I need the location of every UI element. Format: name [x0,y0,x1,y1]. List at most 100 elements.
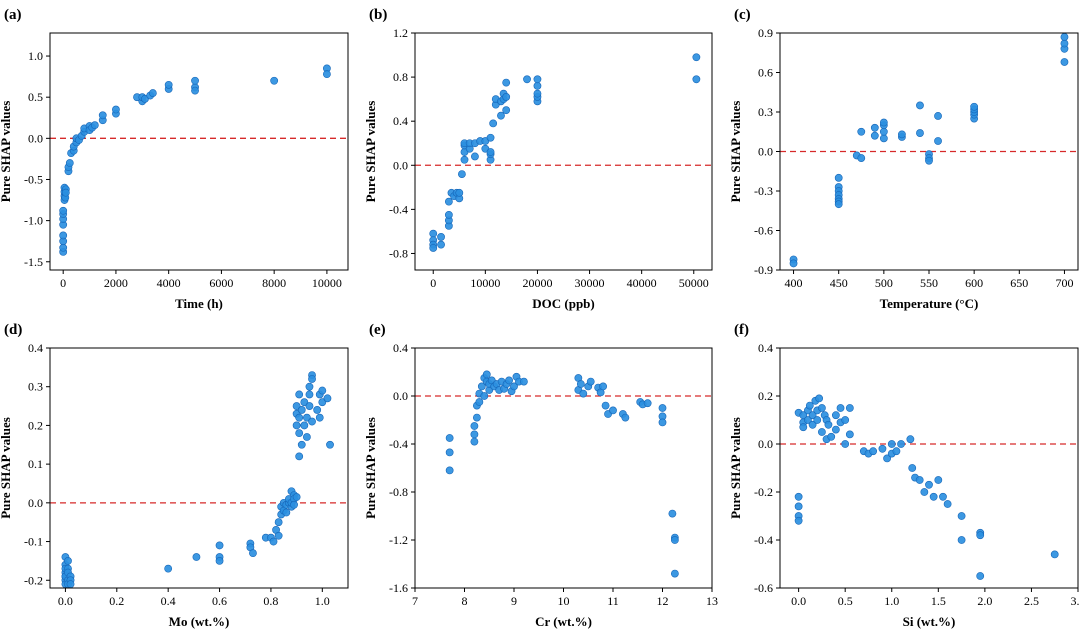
data-point [59,243,68,252]
x-tick-label: 6000 [209,276,233,290]
data-point [282,508,291,517]
data-point [870,131,879,140]
chart-panel: 0 10000 20000 30000 40000 50000 -0.8 -0.4 0.0 0.4… [363,7,713,311]
y-tick-label: -0.8 [389,246,408,260]
data-point [841,416,850,424]
data-point [869,447,878,456]
data-point [215,541,224,550]
data-point [269,537,278,546]
y-tick-label: -1.0 [24,214,43,228]
data-point [520,377,528,386]
y-tick-label: 0.0 [758,145,773,159]
data-point [533,89,542,98]
y-tick-label: 0.0 [393,158,408,172]
data-point [857,127,866,136]
y-tick-label: 0.9 [758,26,773,40]
data-point [274,531,283,540]
data-point [308,375,316,383]
y-tick-label: 0.0 [28,131,43,145]
data-point [457,170,466,178]
data-point [164,80,173,89]
data-point [477,382,486,391]
data-point [305,382,314,391]
data-point [533,75,542,84]
y-tick-label: 0.3 [28,380,43,394]
data-point [670,569,679,578]
data-point [497,111,505,120]
x-tick-label: 0.2 [109,594,124,608]
data-point [59,206,68,215]
panel-letter: (c) [734,7,751,23]
data-point [470,422,479,430]
data-point [794,516,803,525]
plot-frame [49,347,349,589]
data-point [249,549,257,558]
data-point [471,152,479,161]
data-point [808,420,817,429]
y-axis-title: Pure SHAP values [728,417,743,519]
data-point [460,155,469,164]
data-point [692,75,701,84]
data-point [533,82,542,90]
x-tick-label: 2.0 [977,594,992,608]
data-point [621,413,630,422]
data-point [897,440,905,448]
y-tick-label: -0.2 [754,485,773,499]
y-axis-title: Pure SHAP values [0,101,13,203]
x-tick-label: 0.4 [161,594,176,608]
x-tick-label: 7 [412,594,418,608]
data-point [486,148,495,156]
x-tick-label: 0 [430,276,436,290]
data-point [576,380,585,388]
data-point [308,417,316,426]
data-point [692,53,701,62]
y-tick-label: 0.0 [28,496,43,510]
data-point [934,137,942,145]
y-tick-label: 0.2 [758,389,773,403]
data-point [970,102,979,111]
data-point [295,413,304,422]
data-point [502,78,511,87]
y-tick-label: 0.0 [393,389,408,403]
data-point [510,382,518,391]
x-tick-label: 10 [558,594,570,608]
data-point [908,464,917,472]
data-point [482,370,491,379]
data-point [480,392,489,400]
x-tick-label: 40000 [627,276,657,290]
y-tick-label: -0.8 [389,485,408,499]
y-tick-label: 0.6 [758,66,773,80]
panel-letter: (a) [4,7,22,23]
data-point [300,421,309,430]
y-tick-label: -0.6 [754,581,773,595]
data-point [934,476,943,484]
y-tick-label: 0.3 [758,105,773,119]
data-point [827,432,836,441]
data-point [66,580,75,589]
data-point [59,231,68,240]
data-point [1060,39,1069,48]
data-point [976,572,985,580]
data-point [879,134,888,143]
data-point [799,411,808,420]
x-tick-label: 1.0 [315,594,330,608]
data-point [475,398,484,406]
data-point [957,512,966,520]
data-point [192,553,201,561]
y-tick-label: 0.8 [393,70,408,84]
y-tick-label: -0.9 [754,263,773,277]
data-point [164,564,173,573]
x-axis-title: Si (wt.%) [903,614,956,629]
y-tick-label: -0.6 [754,224,773,238]
data-point [437,233,445,241]
x-tick-label: 450 [830,276,848,290]
data-point [841,440,850,448]
x-tick-label: 3.0 [1071,594,1080,608]
x-axis-title: Temperature (°C) [880,296,979,311]
data-point [799,423,808,432]
data-point [444,197,453,206]
x-tick-label: 0.5 [838,594,853,608]
data-point [313,406,322,414]
x-tick-label: 0 [60,276,66,290]
x-tick-label: 9 [511,594,517,608]
